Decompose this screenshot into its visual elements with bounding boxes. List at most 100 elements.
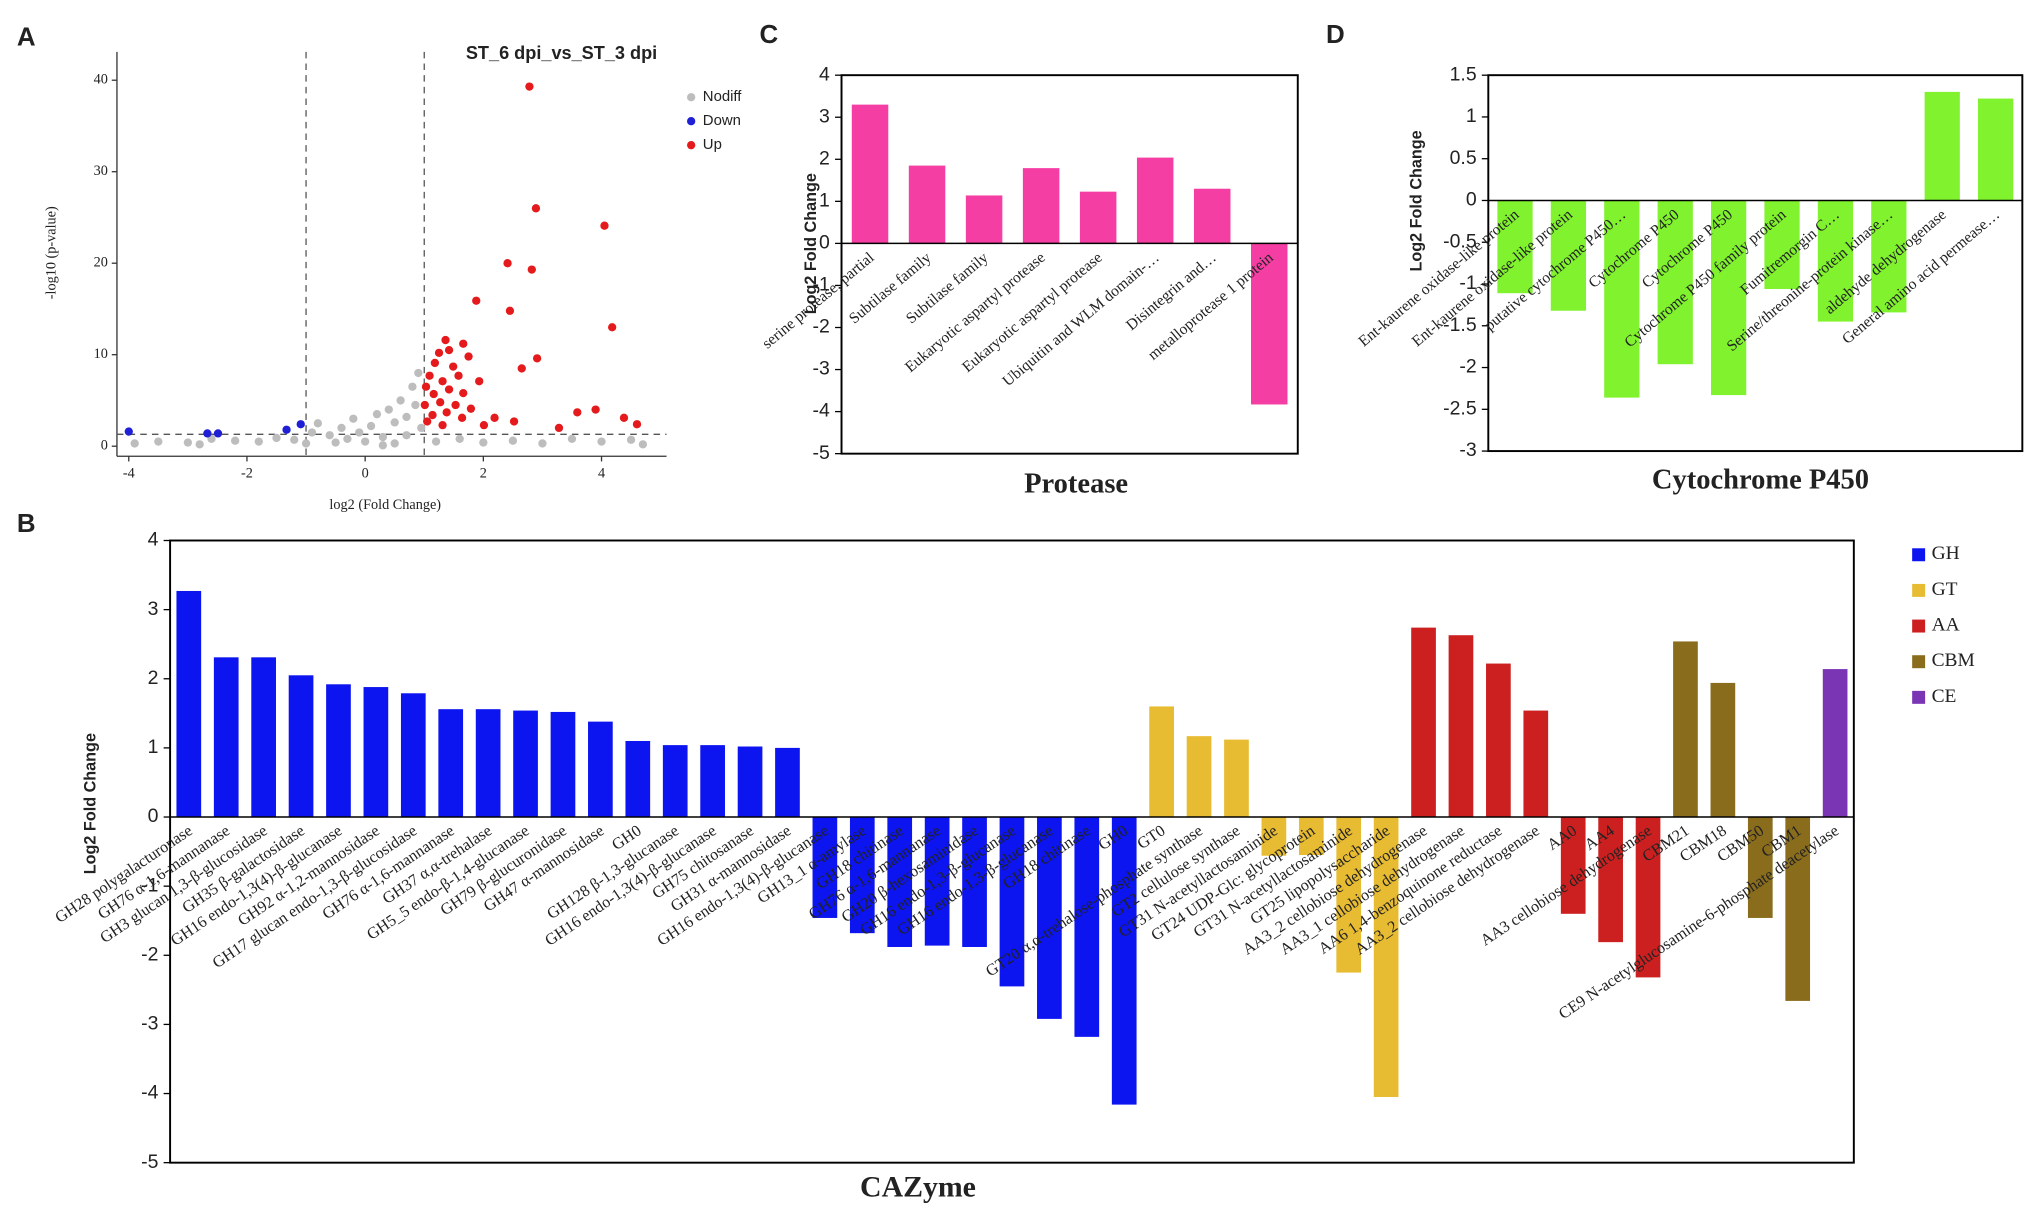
y-axis-label: Log2 Fold Change bbox=[802, 173, 820, 314]
point bbox=[420, 400, 429, 410]
point bbox=[525, 82, 534, 91]
y-tick-label: -2.5 bbox=[1443, 397, 1477, 419]
point bbox=[361, 437, 370, 446]
y-tick-label: -2 bbox=[1459, 356, 1476, 378]
point bbox=[301, 439, 311, 448]
point bbox=[423, 417, 432, 426]
legend-swatch bbox=[1912, 690, 1926, 704]
legend-swatch bbox=[687, 117, 696, 126]
point bbox=[444, 345, 454, 355]
bar bbox=[1523, 710, 1549, 818]
bar bbox=[438, 709, 464, 818]
point bbox=[325, 431, 334, 440]
point bbox=[638, 440, 648, 449]
legend-swatch bbox=[687, 141, 696, 150]
x-tick-label: 0 bbox=[362, 466, 369, 482]
bar bbox=[1136, 157, 1174, 244]
point bbox=[378, 432, 388, 442]
point bbox=[591, 405, 600, 414]
point bbox=[441, 335, 450, 345]
bar bbox=[1193, 188, 1231, 244]
legend-label: Up bbox=[703, 137, 722, 153]
bar bbox=[1251, 243, 1288, 405]
y-tick-label: 0 bbox=[1466, 189, 1477, 211]
bar bbox=[1111, 817, 1137, 1105]
y-tick-label: 1.5 bbox=[1450, 63, 1477, 85]
point bbox=[349, 414, 358, 423]
point bbox=[479, 438, 488, 447]
point bbox=[597, 437, 606, 446]
point bbox=[230, 436, 240, 445]
legend-label: AA bbox=[1932, 615, 1960, 636]
bar bbox=[1037, 817, 1062, 1019]
point bbox=[608, 323, 617, 332]
legend-label: GH bbox=[1932, 543, 1960, 564]
point bbox=[431, 437, 441, 446]
point bbox=[442, 408, 451, 417]
point bbox=[527, 265, 536, 274]
point bbox=[390, 439, 399, 448]
point bbox=[428, 410, 437, 420]
point bbox=[509, 417, 519, 426]
y-tick-label: 4 bbox=[819, 63, 830, 85]
point bbox=[438, 377, 447, 386]
y-axis-label: Log2 Fold Change bbox=[1407, 130, 1425, 271]
point bbox=[337, 423, 346, 433]
bar bbox=[1657, 200, 1693, 365]
legend-label: CE bbox=[1932, 686, 1957, 707]
legend-swatch bbox=[687, 93, 696, 102]
point bbox=[372, 410, 382, 419]
bar bbox=[908, 165, 946, 244]
point bbox=[402, 412, 411, 422]
plot-frame bbox=[169, 539, 1855, 1164]
y-tick-label: -1 bbox=[813, 274, 830, 296]
y-tick-label: 0 bbox=[819, 232, 830, 254]
bar bbox=[1747, 817, 1773, 918]
y-tick-label: 1 bbox=[1466, 105, 1477, 127]
point bbox=[531, 204, 541, 213]
panel-label: A bbox=[17, 24, 36, 52]
point bbox=[203, 429, 212, 438]
point bbox=[378, 441, 388, 450]
point bbox=[505, 306, 515, 315]
bar bbox=[251, 657, 276, 818]
legend-swatch bbox=[1912, 548, 1926, 562]
point bbox=[307, 428, 317, 437]
point bbox=[479, 420, 489, 430]
bar bbox=[288, 675, 314, 818]
legend-label: Down bbox=[703, 113, 741, 129]
point bbox=[282, 425, 291, 434]
y-tick-label: 1 bbox=[819, 189, 830, 211]
chart-title: ST_6 dpi_vs_ST_3 dpi bbox=[466, 43, 657, 63]
bar bbox=[887, 817, 913, 947]
point bbox=[124, 427, 133, 436]
point bbox=[130, 439, 139, 448]
y-tick-label: -1 bbox=[141, 874, 158, 896]
x-axis-label: Cytochrome P450 bbox=[1652, 465, 1869, 496]
bar bbox=[1978, 98, 2014, 201]
point bbox=[331, 438, 340, 447]
y-tick-label: 1 bbox=[148, 736, 159, 758]
x-axis-label: CAZyme bbox=[860, 1171, 976, 1204]
bar bbox=[1871, 200, 1907, 313]
point bbox=[408, 382, 417, 391]
plot-frame bbox=[1487, 74, 2024, 453]
y-tick-label: 3 bbox=[819, 105, 830, 127]
x-tick-label: -2 bbox=[241, 466, 253, 482]
point bbox=[384, 405, 393, 414]
bar bbox=[1550, 200, 1587, 311]
bar bbox=[737, 746, 763, 818]
bar bbox=[1710, 682, 1736, 818]
bar bbox=[1448, 635, 1474, 818]
bar bbox=[962, 817, 987, 947]
panel-label: C bbox=[760, 21, 779, 49]
point bbox=[632, 420, 642, 429]
point bbox=[451, 400, 460, 410]
y-tick-label: -0.5 bbox=[1443, 230, 1477, 252]
bar bbox=[176, 590, 202, 818]
legend-swatch bbox=[1912, 583, 1926, 597]
bar bbox=[849, 817, 875, 934]
point bbox=[573, 408, 582, 417]
bar bbox=[1817, 200, 1854, 322]
point bbox=[366, 421, 376, 431]
